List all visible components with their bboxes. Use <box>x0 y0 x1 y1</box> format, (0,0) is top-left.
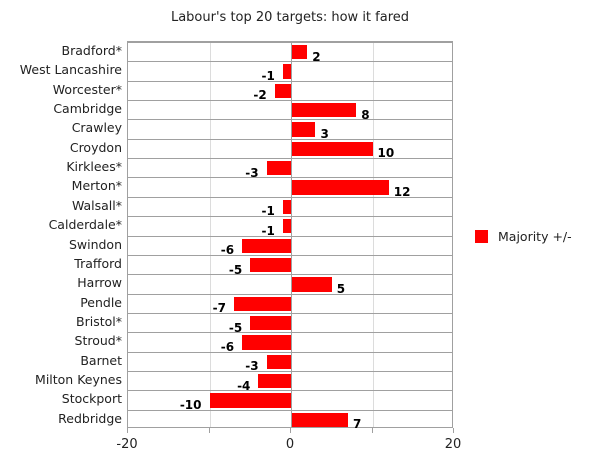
tick-mark <box>208 428 210 433</box>
bar <box>233 296 291 311</box>
chart-row <box>128 409 452 429</box>
data-label: -2 <box>253 88 267 103</box>
bar <box>282 64 291 79</box>
chart-row <box>128 390 452 409</box>
bar <box>250 315 291 331</box>
bar <box>291 122 316 137</box>
data-label: -6 <box>220 339 235 354</box>
chart-row <box>128 119 452 138</box>
chart-row <box>128 274 452 293</box>
x-tick-label: 0 <box>285 437 295 452</box>
bar <box>291 45 308 60</box>
tick-mark <box>453 428 454 433</box>
chart-row <box>128 216 452 235</box>
chart-row <box>128 293 452 313</box>
chart-row <box>128 42 452 61</box>
data-label: -1 <box>261 204 275 219</box>
category-label: Swindon <box>68 236 122 252</box>
data-label: -1 <box>261 69 275 84</box>
category-label: Barnet <box>80 352 122 368</box>
data-label: -10 <box>179 397 202 412</box>
category-label: Croydon <box>69 139 122 155</box>
chart-row <box>128 80 452 100</box>
data-label: -5 <box>228 320 243 335</box>
data-label: -3 <box>245 359 259 374</box>
data-label: 7 <box>353 417 362 432</box>
tick-mark <box>371 428 373 433</box>
x-tick-label: -20 <box>116 437 138 452</box>
chart-row <box>128 254 452 274</box>
x-tick-label: 20 <box>444 437 462 452</box>
bar <box>291 141 373 157</box>
chart-row <box>128 158 452 177</box>
data-label: -5 <box>228 262 243 277</box>
bar <box>266 161 291 176</box>
data-label: -7 <box>212 301 226 316</box>
bar <box>291 180 389 195</box>
tick-mark <box>290 428 291 433</box>
bar <box>258 373 291 389</box>
legend-label: Majority +/- <box>498 229 572 244</box>
category-label: Cambridge <box>53 101 122 117</box>
data-label: 8 <box>361 107 370 122</box>
category-label: Pendle <box>80 294 122 310</box>
zero-axis <box>291 42 292 427</box>
category-label: Merton* <box>71 178 122 194</box>
plot-area: 2 -1 -2 8 3 10 -3 12 -1 -1 -6 -5 5 -7 -5 -6 -3 -4 -10 7 <box>127 41 453 432</box>
bar <box>282 199 291 215</box>
tick-mark <box>127 428 128 433</box>
category-label: Redbridge <box>58 410 122 426</box>
chart-row <box>128 61 452 80</box>
category-label: Walsall* <box>71 197 122 213</box>
chart-row <box>128 351 452 371</box>
gridline <box>209 42 211 427</box>
data-label: -4 <box>237 378 251 393</box>
data-label: -1 <box>261 223 275 238</box>
chart-row <box>128 138 452 158</box>
bar <box>242 335 291 350</box>
gridline <box>372 42 374 427</box>
chart-row <box>128 332 452 351</box>
chart-row <box>128 177 452 196</box>
data-label: -6 <box>220 243 235 258</box>
chart-title: Labour's top 20 targets: how it fared <box>170 10 410 25</box>
bar <box>209 393 291 408</box>
category-label: Stroud* <box>74 333 122 349</box>
category-label: Trafford <box>74 255 122 271</box>
bar <box>266 354 291 369</box>
bar <box>291 412 349 427</box>
data-label: 10 <box>377 146 395 161</box>
data-label: 3 <box>320 127 329 142</box>
bar <box>274 83 291 99</box>
bar <box>291 277 332 292</box>
chart-row <box>128 196 452 216</box>
chart-row <box>128 235 452 255</box>
data-label: 2 <box>312 49 321 64</box>
data-label: -3 <box>245 165 259 180</box>
category-label: Bristol* <box>76 313 122 329</box>
bar <box>242 238 291 253</box>
bar <box>282 219 291 234</box>
bar <box>291 103 357 118</box>
legend: Majority +/- <box>475 229 572 244</box>
chart-row <box>128 100 452 119</box>
category-label: Stockport <box>61 391 122 407</box>
category-label: Crawley <box>71 120 122 136</box>
category-label: Harrow <box>77 275 122 291</box>
chart-row <box>128 370 452 390</box>
category-label: Kirklees* <box>66 159 122 175</box>
category-label: Worcester* <box>52 81 122 97</box>
data-label: 5 <box>336 281 346 296</box>
category-label: Bradford* <box>61 43 122 58</box>
data-label: 12 <box>393 185 411 200</box>
chart-row <box>128 312 452 332</box>
category-label: Milton Keynes <box>35 371 122 387</box>
bar <box>250 257 291 273</box>
category-label: West Lancashire <box>19 62 122 78</box>
category-label: Calderdale* <box>48 217 122 233</box>
legend-swatch-icon <box>475 230 488 243</box>
